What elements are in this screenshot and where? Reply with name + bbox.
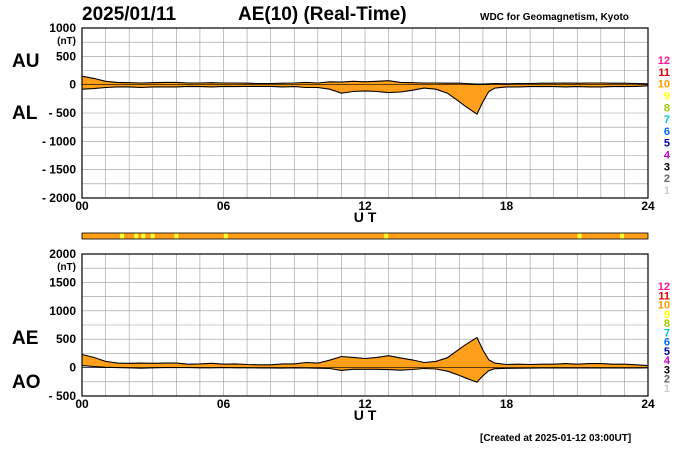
y-unit-label: (nT) bbox=[57, 262, 76, 273]
x-axis-label: U T bbox=[354, 407, 377, 423]
chart-date: 2025/01/11 bbox=[82, 4, 177, 25]
station-count-label: 3 bbox=[664, 364, 670, 376]
station-count-label: 4 bbox=[664, 150, 671, 162]
series-line-ae bbox=[81, 336, 649, 367]
created-timestamp: [Created at 2025-01-12 03:00UT] bbox=[480, 433, 632, 444]
station-count-label: 3 bbox=[664, 161, 670, 173]
station-count-label: 11 bbox=[658, 67, 670, 79]
series-line-al bbox=[81, 85, 649, 115]
x-tick-label: 06 bbox=[217, 397, 231, 411]
station-count-label: 11 bbox=[658, 290, 670, 302]
y-tick-label: 500 bbox=[56, 332, 76, 346]
data-flag-mark bbox=[141, 233, 146, 239]
series-area-fill bbox=[82, 337, 648, 383]
y-tick-label: 0 bbox=[69, 361, 76, 375]
station-count-label: 5 bbox=[664, 138, 670, 150]
chart-title: AE(10) (Real-Time) bbox=[238, 4, 407, 25]
data-source: WDC for Geomagnetism, Kyoto bbox=[480, 12, 629, 23]
y-unit-label: (nT) bbox=[57, 36, 76, 47]
x-tick-label: 00 bbox=[75, 199, 89, 213]
station-count-label: 6 bbox=[664, 126, 670, 138]
y-tick-label: - 2000 bbox=[42, 191, 76, 205]
series-line-au bbox=[81, 75, 649, 85]
panel1-upper-label: AU bbox=[12, 51, 40, 72]
y-tick-label: 0 bbox=[69, 78, 76, 92]
x-tick-label: 18 bbox=[500, 199, 514, 213]
y-tick-label: 500 bbox=[56, 49, 76, 63]
y-tick-label: 1000 bbox=[49, 21, 76, 35]
y-tick-label: 1500 bbox=[49, 275, 76, 289]
station-count-label: 7 bbox=[664, 114, 670, 126]
data-flag-mark bbox=[384, 233, 389, 239]
station-count-label: 4 bbox=[664, 355, 671, 367]
x-tick-label: 24 bbox=[641, 199, 655, 213]
x-tick-label: 12 bbox=[358, 199, 372, 213]
data-flag-mark bbox=[120, 233, 125, 239]
station-count-label: 9 bbox=[664, 90, 670, 102]
x-tick-label: 18 bbox=[500, 397, 514, 411]
plot-frame bbox=[81, 253, 649, 397]
x-tick-label: 24 bbox=[641, 397, 655, 411]
station-count-label: 7 bbox=[664, 327, 670, 339]
data-flag-mark bbox=[223, 233, 228, 239]
station-count-label: 1 bbox=[664, 383, 670, 395]
y-tick-label: 2000 bbox=[49, 247, 76, 261]
station-count-label: 12 bbox=[658, 55, 670, 67]
station-count-label: 2 bbox=[664, 374, 670, 386]
x-tick-label: 12 bbox=[358, 397, 372, 411]
data-flag-mark bbox=[577, 233, 582, 239]
station-count-label: 12 bbox=[658, 281, 670, 293]
x-tick-label: 00 bbox=[75, 397, 89, 411]
plot-frame bbox=[81, 27, 649, 199]
data-flag-mark bbox=[620, 233, 625, 239]
station-count-label: 1 bbox=[664, 185, 670, 197]
station-count-label: 8 bbox=[664, 318, 670, 330]
data-flag-mark bbox=[134, 233, 139, 239]
x-axis-label: U T bbox=[354, 209, 377, 225]
y-tick-label: - 1000 bbox=[42, 134, 76, 148]
panel1-lower-label: AL bbox=[12, 103, 38, 124]
y-tick-label: - 500 bbox=[49, 389, 77, 403]
y-tick-label: - 500 bbox=[49, 106, 77, 120]
series-area-fill bbox=[82, 76, 648, 115]
station-count-label: 10 bbox=[658, 79, 670, 91]
data-flag-mark bbox=[150, 233, 155, 239]
station-count-label: 9 bbox=[664, 309, 670, 321]
station-count-label: 6 bbox=[664, 337, 670, 349]
station-count-label: 8 bbox=[664, 102, 670, 114]
x-tick-label: 06 bbox=[217, 199, 231, 213]
station-count-label: 10 bbox=[658, 300, 670, 312]
station-count-label: 2 bbox=[664, 173, 670, 185]
y-tick-label: - 1500 bbox=[42, 163, 76, 177]
station-count-label: 5 bbox=[664, 346, 670, 358]
data-flag-bar bbox=[81, 232, 649, 240]
panel2-upper-label: AE bbox=[12, 328, 39, 349]
data-flag-mark bbox=[174, 233, 179, 239]
panel2-lower-label: AO bbox=[12, 372, 41, 393]
y-tick-label: 1000 bbox=[49, 304, 76, 318]
